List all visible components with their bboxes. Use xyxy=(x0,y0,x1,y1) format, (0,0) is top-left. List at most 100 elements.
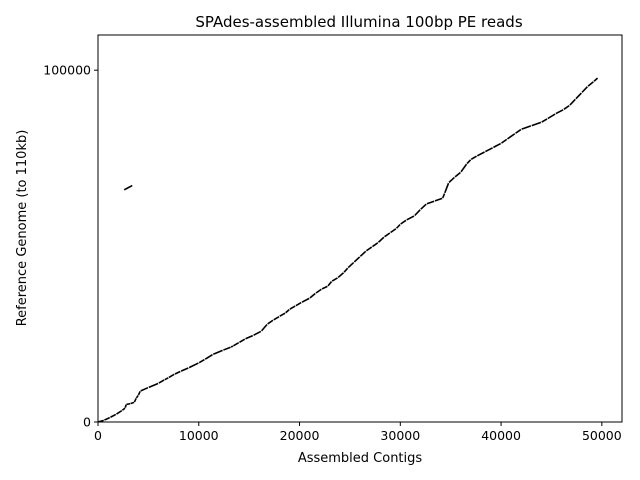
x-tick-label: 40000 xyxy=(481,428,521,443)
alignment-segment xyxy=(444,182,450,194)
alignment-segment xyxy=(158,379,165,384)
alignment-segment xyxy=(337,272,345,279)
alignment-segment xyxy=(515,128,522,134)
alignment-segment xyxy=(301,297,310,303)
x-tick-label: 20000 xyxy=(280,428,320,443)
alignment-segment xyxy=(470,155,477,161)
alignment-segment xyxy=(442,193,446,199)
y-tick-label: 0 xyxy=(83,415,91,430)
alignment-segment xyxy=(104,416,111,421)
alignment-segment xyxy=(521,125,532,130)
alignment-segment xyxy=(253,330,262,336)
alignment-segment xyxy=(466,159,472,165)
x-tick-label: 50000 xyxy=(582,428,622,443)
alignment-segment xyxy=(563,104,570,110)
alignment-segment xyxy=(531,121,542,127)
alignment-segment xyxy=(223,346,231,351)
alignment-segment xyxy=(434,197,443,202)
alignment-segment xyxy=(98,419,104,423)
alignment-segment xyxy=(406,215,415,221)
y-axis-label: Reference Genome (to 110kb) xyxy=(15,130,30,327)
alignment-segment xyxy=(130,401,135,405)
x-axis-label: Assembled Contigs xyxy=(298,451,423,466)
outlier-segment xyxy=(123,184,133,191)
alignment-segment xyxy=(587,81,594,87)
alignment-segment xyxy=(327,281,333,287)
alignment-segment xyxy=(204,354,213,360)
alignment-segment xyxy=(420,203,427,210)
alignment-segment xyxy=(575,92,582,100)
alignment-segment xyxy=(124,404,127,408)
alignment-segment xyxy=(135,394,139,399)
alignment-segment xyxy=(321,285,328,290)
alignment-segment xyxy=(331,277,338,282)
alignment-segment xyxy=(121,407,126,411)
alignment-segment xyxy=(212,349,223,356)
alignment-segment xyxy=(289,305,296,310)
alignment-segment xyxy=(239,338,246,343)
alignment-segment xyxy=(260,324,268,332)
alignment-series xyxy=(98,77,599,423)
alignment-segment xyxy=(371,242,379,248)
alignment-segment xyxy=(164,377,169,381)
alignment-segment xyxy=(569,98,576,106)
alignment-segment xyxy=(285,309,290,314)
alignment-segment xyxy=(426,200,435,205)
alignment-segment xyxy=(295,301,302,307)
alignment-segment xyxy=(395,223,401,229)
chart-title: SPAdes-assembled Illumina 100bp PE reads xyxy=(195,13,522,31)
alignment-segment xyxy=(116,409,123,415)
alignment-segment xyxy=(448,176,455,184)
alignment-segment xyxy=(126,402,131,406)
alignment-segment xyxy=(174,370,181,375)
alignment-segment xyxy=(454,171,461,178)
x-tick-label: 30000 xyxy=(380,428,420,443)
alignment-segment xyxy=(245,334,254,340)
alignment-segment xyxy=(133,397,137,403)
alignment-segment xyxy=(273,315,280,321)
alignment-segment xyxy=(315,288,322,294)
alignment-segment xyxy=(484,147,493,153)
alignment-segment xyxy=(390,228,397,234)
alignment-segment xyxy=(581,86,589,93)
alignment-segment xyxy=(230,345,234,348)
alignment-segment xyxy=(377,236,385,243)
alignment-segment xyxy=(507,133,516,140)
alignment-segment xyxy=(279,312,286,317)
alignment-segment xyxy=(148,382,159,389)
alignment-segment xyxy=(365,246,373,252)
alignment-segment xyxy=(500,138,508,144)
alignment-segment xyxy=(541,118,548,123)
alignment-segment xyxy=(309,292,316,299)
alignment-segment xyxy=(110,413,117,418)
alignment-segment xyxy=(493,142,502,149)
alignment-segment xyxy=(359,250,367,257)
outlier-alignment xyxy=(123,184,133,191)
y-axis: 0 100000 xyxy=(43,63,98,430)
alignment-segment xyxy=(414,209,421,217)
alignment-segment xyxy=(555,109,564,115)
alignment-segment xyxy=(168,373,175,379)
alignment-segment xyxy=(476,151,485,157)
alignment-segment xyxy=(137,390,141,396)
alignment-segment xyxy=(547,113,556,120)
alignment-segment xyxy=(140,386,149,392)
alignment-segment xyxy=(460,163,468,173)
alignment-segment xyxy=(593,77,599,82)
alignment-segment xyxy=(400,219,407,225)
alignment-segment xyxy=(188,362,199,369)
alignment-segment xyxy=(353,256,361,263)
x-tick-label: 0 xyxy=(94,428,102,443)
alignment-segment xyxy=(267,319,274,325)
x-tick-label: 10000 xyxy=(179,428,219,443)
alignment-segment xyxy=(180,367,189,372)
alignment-segment xyxy=(384,232,391,238)
x-axis: 0 10000 20000 30000 40000 50000 xyxy=(94,422,622,443)
alignment-segment xyxy=(232,342,240,347)
alignment-segment xyxy=(198,358,205,364)
alignment-segment xyxy=(343,267,349,273)
y-tick-label: 100000 xyxy=(43,63,91,78)
alignment-segment xyxy=(347,261,355,269)
plot-frame xyxy=(97,34,623,423)
